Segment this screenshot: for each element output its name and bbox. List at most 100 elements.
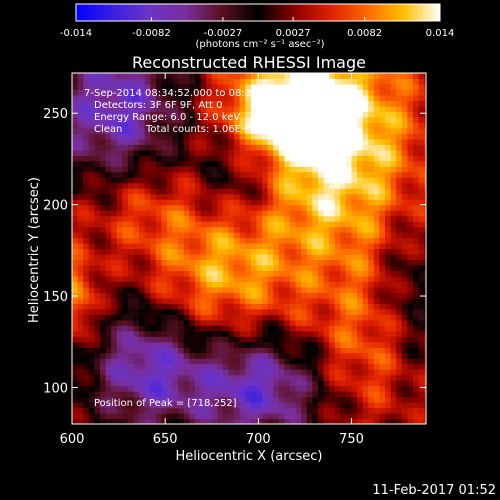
- heatmap-cell: [167, 286, 174, 293]
- heatmap-cell: [239, 182, 246, 189]
- heatmap-cell: [77, 418, 84, 424]
- heatmap-cell: [273, 407, 280, 414]
- heatmap-cell: [418, 199, 425, 206]
- heatmap-cell: [345, 188, 353, 195]
- heatmap-cell: [167, 177, 174, 184]
- heatmap-cell: [105, 160, 112, 167]
- heatmap-cell: [334, 94, 341, 102]
- heatmap-cell: [301, 243, 308, 250]
- heatmap-cell: [194, 248, 202, 255]
- heatmap-cell: [155, 369, 163, 376]
- heatmap-cell: [105, 253, 112, 261]
- heatmap-cell: [94, 297, 101, 304]
- heatmap-cell: [111, 363, 118, 370]
- heatmap-cell: [83, 281, 90, 288]
- heatmap-cell: [250, 210, 258, 217]
- heatmap-cell: [167, 330, 174, 337]
- heatmap-cell: [284, 83, 291, 91]
- heatmap-cell: [289, 177, 297, 184]
- heatmap-cell: [368, 78, 375, 85]
- heatmap-cell: [373, 347, 381, 354]
- heatmap-cell: [424, 232, 426, 239]
- heatmap-cell: [317, 418, 325, 424]
- heatmap-cell: [267, 270, 274, 277]
- heatmap-cell: [139, 78, 146, 85]
- heatmap-cell: [116, 402, 123, 409]
- annotation-peak: Position of Peak = [718,252]: [94, 398, 237, 409]
- heatmap-cell: [150, 369, 157, 376]
- heatmap-cell: [161, 352, 168, 359]
- heatmap-cell: [362, 199, 369, 206]
- heatmap-cell: [323, 380, 330, 387]
- heatmap-cell: [155, 352, 163, 359]
- heatmap-cell: [385, 413, 392, 420]
- heatmap-cell: [262, 204, 269, 211]
- heatmap-cell: [278, 215, 285, 222]
- heatmap-cell: [357, 253, 364, 261]
- heatmap-cell: [396, 105, 403, 112]
- heatmap-cell: [312, 78, 319, 85]
- heatmap-cell: [345, 226, 353, 233]
- heatmap-cell: [211, 275, 218, 282]
- heatmap-cell: [407, 111, 414, 118]
- heatmap-cell: [127, 127, 135, 134]
- heatmap-cell: [139, 138, 146, 145]
- heatmap-cell: [161, 171, 168, 178]
- heatmap-cell: [385, 182, 392, 189]
- heatmap-cell: [340, 413, 347, 420]
- heatmap-cell: [178, 177, 185, 184]
- heatmap-cell: [183, 407, 190, 414]
- heatmap-cell: [295, 380, 302, 387]
- heatmap-cell: [228, 330, 235, 337]
- heatmap-cell: [88, 259, 95, 266]
- heatmap-cell: [396, 221, 403, 228]
- heatmap-cell: [116, 193, 123, 200]
- heatmap-cell: [206, 166, 213, 173]
- heatmap-cell: [267, 418, 274, 424]
- heatmap-cell: [250, 336, 258, 343]
- heatmap-cell: [127, 385, 135, 392]
- heatmap-cell: [206, 199, 213, 206]
- heatmap-cell: [284, 138, 291, 145]
- heatmap-cell: [295, 237, 302, 244]
- heatmap-cell: [373, 325, 381, 332]
- heatmap-cell: [306, 83, 313, 91]
- heatmap-cell: [234, 232, 241, 239]
- heatmap-cell: [189, 155, 196, 162]
- heatmap-cell: [88, 396, 95, 403]
- heatmap-cell: [262, 73, 269, 80]
- heatmap-cell: [239, 407, 246, 414]
- heatmap-cell: [144, 215, 151, 222]
- heatmap-cell: [88, 243, 95, 250]
- heatmap-cell: [273, 232, 280, 239]
- heatmap-cell: [111, 188, 118, 195]
- heatmap-cell: [323, 237, 330, 244]
- heatmap-cell: [390, 363, 397, 370]
- heatmap-cell: [262, 144, 269, 151]
- heatmap-cell: [340, 330, 347, 337]
- heatmap-cell: [323, 215, 330, 222]
- heatmap-cell: [150, 253, 157, 261]
- heatmap-cell: [111, 177, 118, 184]
- heatmap-cell: [284, 363, 291, 370]
- heatmap-cell: [222, 281, 230, 288]
- heatmap-cell: [172, 127, 179, 134]
- heatmap-cell: [228, 303, 235, 310]
- heatmap-cell: [289, 232, 297, 239]
- heatmap-cell: [206, 319, 213, 326]
- heatmap-cell: [133, 243, 140, 250]
- plot-frame: [71, 72, 427, 425]
- heatmap-cell: [412, 391, 420, 398]
- heatmap-cell: [317, 374, 325, 381]
- heatmap-cell: [206, 275, 213, 282]
- heatmap-cell: [94, 160, 101, 167]
- heatmap-cell: [368, 160, 375, 167]
- heatmap-cell: [401, 418, 408, 424]
- heatmap-cell: [312, 248, 319, 255]
- heatmap-cell: [189, 171, 196, 178]
- heatmap-cell: [72, 171, 79, 178]
- heatmap-cell: [194, 319, 202, 326]
- heatmap-cell: [144, 391, 151, 398]
- heatmap-cell: [250, 264, 258, 272]
- heatmap-cell: [94, 188, 101, 195]
